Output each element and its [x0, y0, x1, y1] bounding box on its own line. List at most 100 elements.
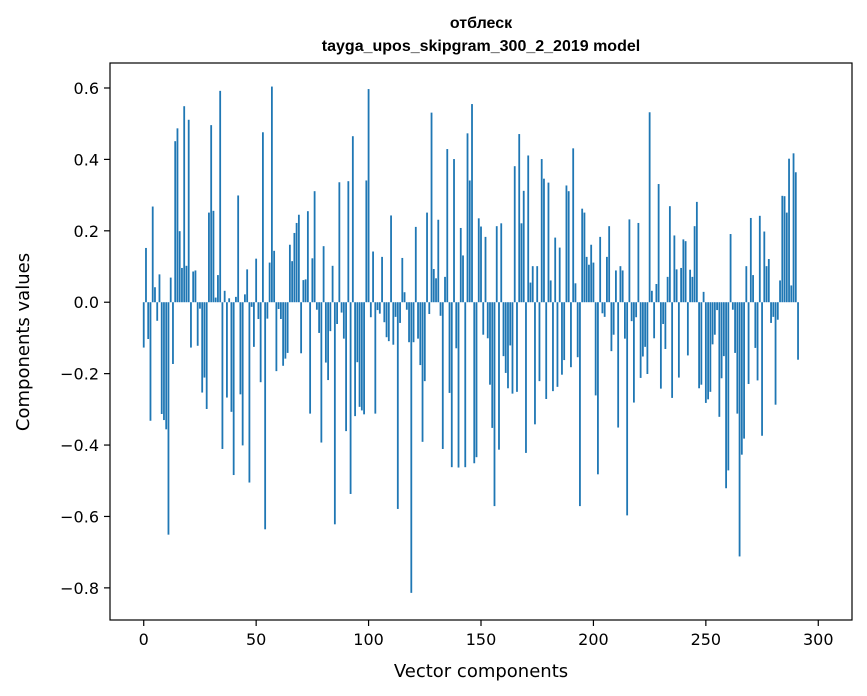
bar-244 [691, 276, 694, 303]
bar-65 [288, 244, 291, 303]
bar-49 [253, 302, 255, 347]
bars-group [142, 86, 799, 593]
bar-96 [358, 302, 361, 407]
bar-172 [529, 282, 532, 303]
bar-81 [324, 302, 327, 363]
bar-199 [590, 244, 593, 303]
bar-255 [716, 302, 718, 311]
x-tick-label: 150 [466, 630, 497, 649]
bar-41 [235, 296, 237, 303]
bar-235 [671, 302, 674, 398]
bar-43 [239, 302, 242, 395]
bar-152 [484, 236, 487, 303]
bar-63 [284, 302, 287, 359]
bar-214 [624, 302, 626, 339]
bar-11 [167, 302, 170, 535]
bar-107 [383, 302, 386, 323]
bar-215 [626, 302, 629, 516]
bar-217 [630, 302, 633, 322]
bar-86 [336, 302, 338, 324]
bar-101 [369, 302, 372, 318]
bar-137 [450, 302, 453, 468]
bar-289 [792, 153, 795, 303]
bar-261 [729, 234, 732, 303]
bar-257 [720, 302, 723, 379]
bar-1 [145, 247, 147, 303]
bar-16 [178, 231, 181, 303]
bar-212 [619, 266, 622, 303]
bar-46 [246, 269, 249, 303]
bar-40 [232, 302, 235, 476]
bar-191 [572, 148, 575, 303]
bar-165 [513, 166, 516, 303]
bar-124 [421, 302, 424, 442]
bar-47 [248, 302, 251, 483]
bar-68 [295, 222, 298, 303]
bar-42 [237, 195, 240, 303]
bar-123 [419, 302, 422, 366]
bar-22 [192, 271, 195, 303]
bar-104 [376, 302, 379, 311]
bar-245 [693, 226, 696, 303]
bar-251 [707, 302, 709, 400]
bar-60 [277, 302, 280, 309]
bar-198 [588, 264, 590, 303]
bar-226 [650, 290, 653, 303]
bar-181 [549, 280, 552, 303]
bar-280 [772, 302, 775, 317]
bar-246 [695, 201, 698, 303]
bar-156 [493, 302, 496, 507]
bar-208 [610, 302, 613, 352]
x-axis-label: Vector components [394, 661, 568, 682]
bar-109 [387, 302, 390, 342]
bar-158 [498, 302, 500, 450]
bar-24 [196, 302, 199, 346]
bar-87 [338, 182, 341, 303]
bar-39 [230, 302, 233, 412]
bar-89 [342, 302, 345, 339]
bar-166 [516, 302, 518, 392]
bar-259 [725, 302, 727, 489]
y-tick-label: 0.6 [74, 79, 99, 98]
bar-236 [673, 235, 676, 303]
bar-278 [767, 259, 770, 303]
bar-286 [785, 212, 788, 303]
bar-147 [473, 302, 476, 464]
bar-122 [417, 302, 419, 339]
bar-260 [727, 302, 730, 471]
bar-90 [345, 302, 347, 432]
bar-67 [293, 232, 296, 303]
bar-44 [241, 302, 244, 446]
bar-139 [455, 302, 458, 349]
bar-140 [457, 302, 460, 468]
bar-55 [266, 302, 269, 319]
bar-194 [579, 302, 581, 507]
bar-25 [199, 302, 201, 309]
bar-209 [612, 302, 615, 335]
bar-106 [381, 256, 383, 303]
x-tick-label: 50 [246, 630, 266, 649]
bar-111 [392, 302, 395, 345]
bar-73 [306, 211, 309, 303]
bar-135 [446, 149, 449, 303]
bar-254 [713, 302, 716, 335]
bar-180 [547, 182, 550, 303]
bar-69 [297, 214, 300, 303]
bar-74 [309, 302, 312, 414]
bar-268 [745, 266, 748, 303]
bar-271 [752, 275, 754, 303]
bar-51 [257, 302, 260, 319]
bar-204 [601, 302, 604, 314]
bar-33 [217, 275, 219, 303]
bar-247 [698, 302, 700, 389]
bar-195 [581, 208, 584, 303]
bar-142 [462, 255, 464, 303]
bar-171 [527, 155, 530, 303]
bar-52 [259, 302, 262, 383]
chart-subtitle: tayga_upos_skipgram_300_2_2019 model [322, 38, 640, 55]
bar-206 [606, 256, 608, 303]
bar-10 [165, 302, 168, 430]
bar-210 [615, 270, 617, 303]
bar-145 [468, 180, 471, 303]
bar-80 [322, 246, 325, 303]
